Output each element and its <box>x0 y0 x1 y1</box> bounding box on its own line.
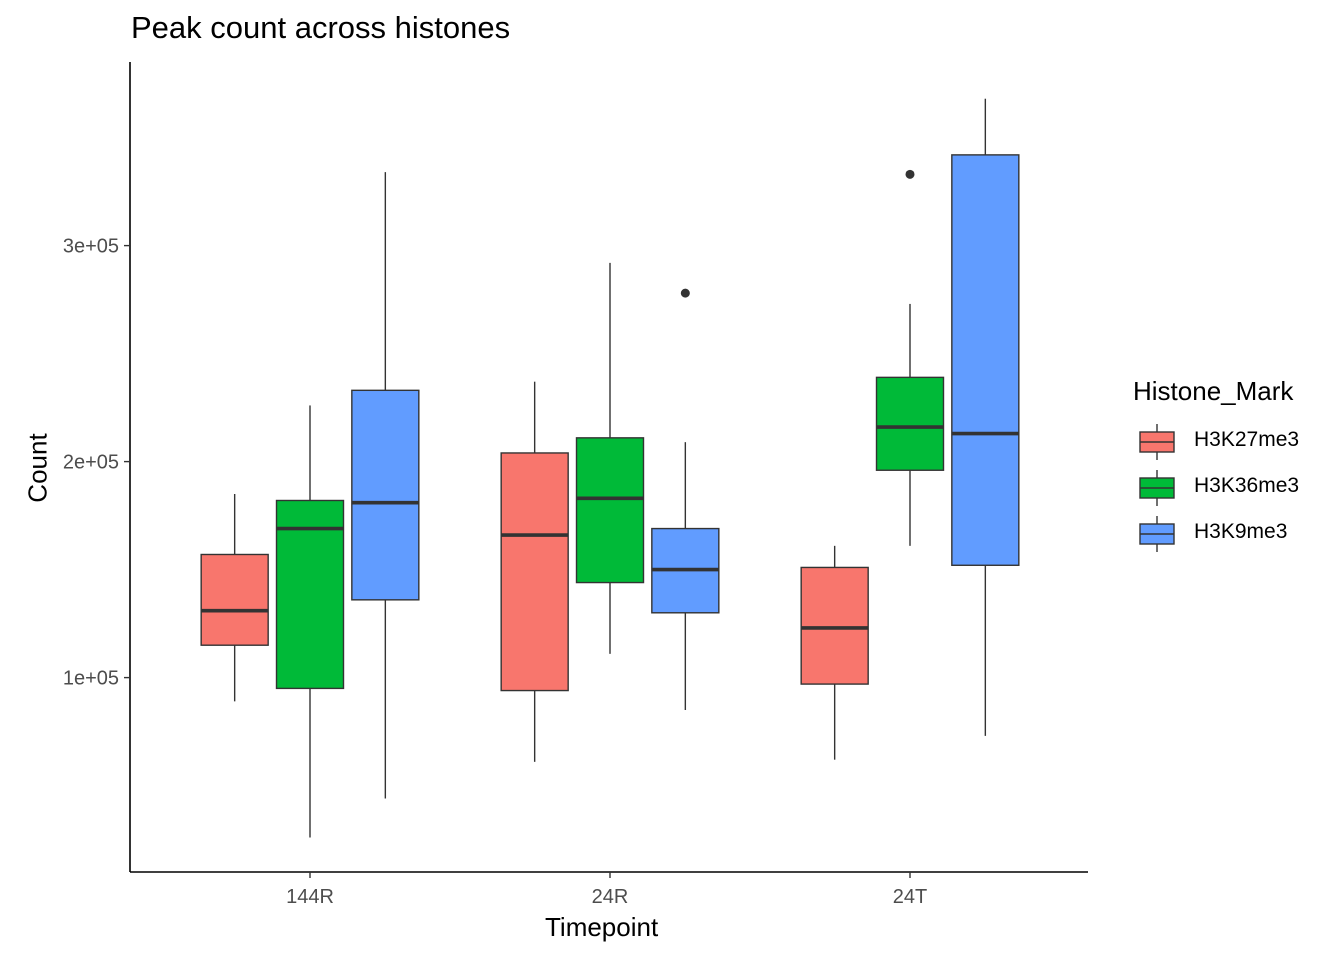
x-tick-label: 24T <box>893 886 927 908</box>
box-body <box>800 566 869 685</box>
box-body <box>200 553 269 646</box>
y-tick-label: 1e+05 <box>63 668 119 690</box>
legend-label: H3K36me3 <box>1194 474 1300 497</box>
box-h3k9me3-144r <box>351 172 420 799</box>
box-h3k36me3-24t <box>875 169 945 546</box>
legend-key-h3k9me3 <box>1139 516 1175 552</box>
chart-title: Peak count across histones <box>131 10 511 45</box>
box-h3k27me3-144r <box>200 494 269 702</box>
legend-label: H3K9me3 <box>1194 520 1288 543</box>
box-h3k36me3-24r <box>575 262 645 654</box>
box-body <box>951 154 1020 566</box>
outlier-point <box>905 169 915 179</box>
y-tick-label: 2e+05 <box>63 452 119 474</box>
box-body <box>575 437 645 584</box>
legend-item-h3k27me3: H3K27me3 <box>1133 422 1333 462</box>
legend-key-h3k27me3 <box>1139 424 1175 460</box>
x-tick-label: 24R <box>592 886 629 908</box>
outlier-point <box>680 288 690 298</box>
box-body <box>275 499 345 690</box>
x-tick-label: 144R <box>286 886 334 908</box>
box-h3k9me3-24t <box>951 98 1020 736</box>
y-axis-title: Count <box>22 433 53 503</box>
legend-item-h3k36me3: H3K36me3 <box>1133 468 1333 508</box>
box-body <box>500 452 569 692</box>
legend-label: H3K27me3 <box>1194 428 1300 451</box>
box-h3k9me3-24r <box>651 288 720 710</box>
box-h3k27me3-24r <box>500 381 569 762</box>
x-axis-title: Timepoint <box>545 912 659 942</box>
box-body <box>351 389 420 601</box>
y-tick-label: 3e+05 <box>63 236 119 258</box>
box-body <box>875 376 945 471</box>
legend-item-h3k9me3: H3K9me3 <box>1133 514 1333 554</box>
legend-title: Histone_Mark <box>1133 376 1294 406</box>
legend-key-h3k36me3 <box>1139 470 1175 506</box>
box-h3k36me3-144r <box>275 405 345 838</box>
box-h3k27me3-24t <box>800 545 869 760</box>
